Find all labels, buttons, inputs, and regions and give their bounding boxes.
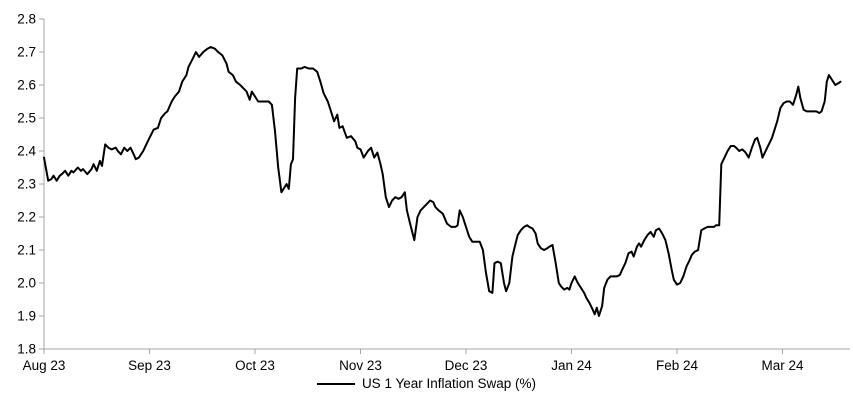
y-axis-tick-label: 2.0 [17,276,36,291]
legend-label: US 1 Year Inflation Swap (%) [361,376,537,391]
y-axis-tick-label: 2.5 [17,111,36,126]
x-axis-tick-label: Nov 23 [339,358,382,373]
y-axis-tick-label: 2.6 [17,78,36,93]
series-line-us-1y-inflation-swap [43,46,842,317]
legend: US 1 Year Inflation Swap (%) [0,376,853,391]
x-axis-tick-label: Feb 24 [656,358,699,373]
y-axis-tick-label: 1.8 [17,342,36,357]
x-axis-tick-label: Oct 23 [235,358,275,373]
y-axis-tick-label: 1.9 [17,309,36,324]
y-axis-tick-label: 2.1 [17,243,36,258]
x-axis-tick-label: Sep 23 [128,358,171,373]
y-axis-tick-label: 2.2 [17,210,36,225]
legend-line-swatch [316,382,355,385]
y-axis-tick-label: 2.3 [17,177,36,192]
x-axis-tick-label: Jan 24 [551,358,592,373]
x-axis-tick-label: Dec 23 [445,358,488,373]
x-axis-tick-label: Aug 23 [23,358,66,373]
y-axis-tick-label: 2.8 [17,12,36,27]
x-axis-tick-label: Mar 24 [761,358,804,373]
y-axis-tick-label: 2.7 [17,45,36,60]
y-axis-tick-label: 2.4 [17,144,36,159]
